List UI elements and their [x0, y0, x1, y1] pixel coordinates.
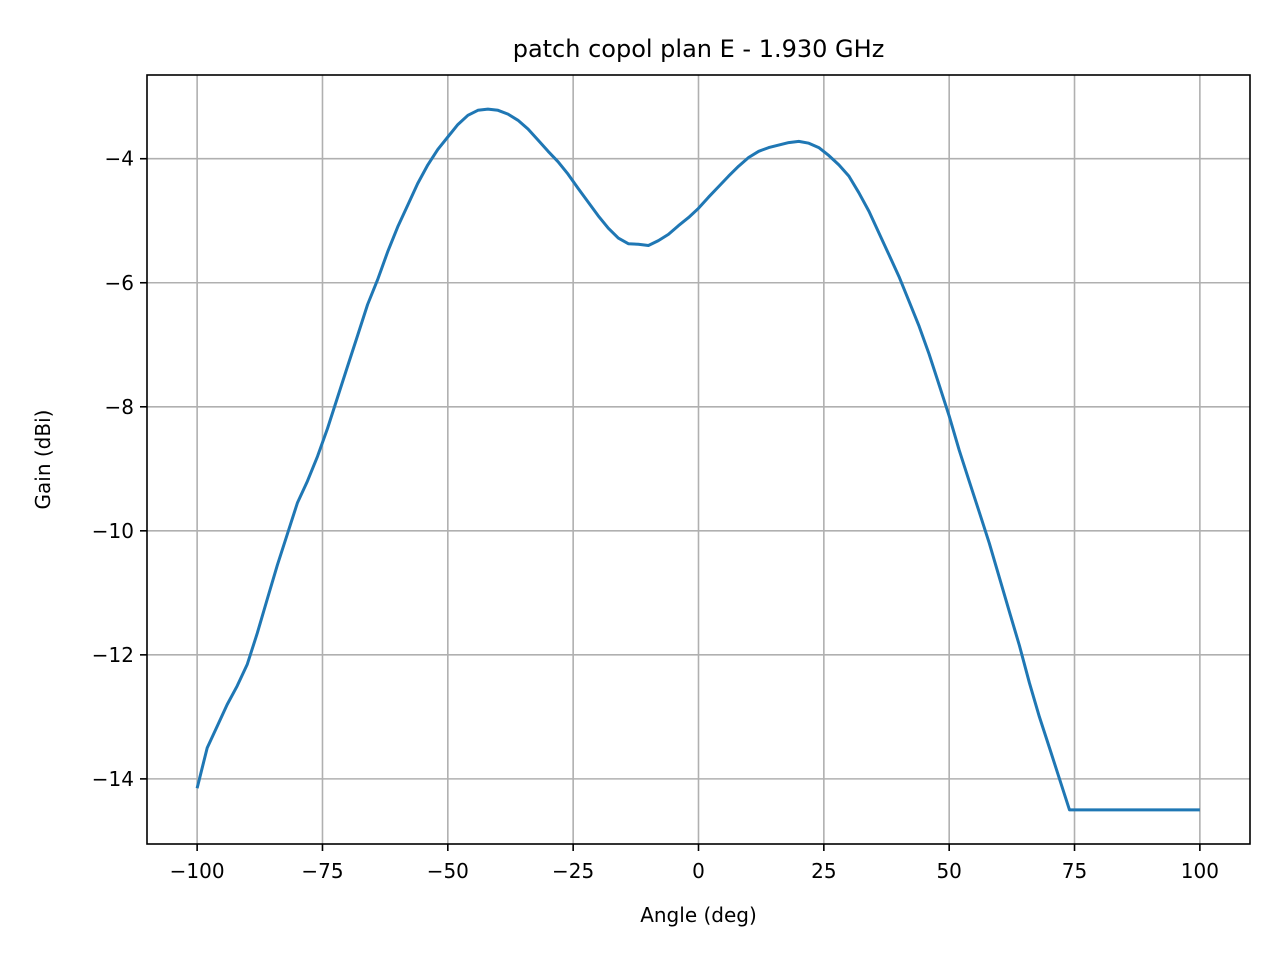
x-tick-label: −50 — [427, 859, 469, 883]
y-tick-label: −4 — [105, 147, 134, 171]
y-tick-label: −8 — [105, 395, 134, 419]
gain-series-line — [195, 107, 1200, 812]
x-tick-label: 100 — [1181, 859, 1219, 883]
x-tick-label: 75 — [1062, 859, 1087, 883]
x-axis-label: Angle (deg) — [640, 903, 757, 927]
x-tick-label: −100 — [170, 859, 225, 883]
y-axis: −14 −12 −10 −8 −6 −4 — [92, 147, 147, 791]
chart-title: patch copol plan E - 1.930 GHz — [513, 35, 885, 63]
x-tick-label: 0 — [692, 859, 705, 883]
y-tick-label: −6 — [105, 271, 134, 295]
x-tick-label: −75 — [301, 859, 343, 883]
x-axis: −100 −75 −50 −25 0 25 50 75 100 — [170, 844, 1219, 883]
y-axis-label: Gain (dBi) — [31, 410, 55, 510]
series-layer — [195, 107, 1200, 812]
y-tick-label: −12 — [92, 643, 134, 667]
x-tick-label: 25 — [811, 859, 836, 883]
y-tick-label: −10 — [92, 519, 134, 543]
x-tick-label: −25 — [552, 859, 594, 883]
y-tick-label: −14 — [92, 767, 134, 791]
x-tick-label: 50 — [936, 859, 961, 883]
grid-lines — [147, 75, 1250, 844]
